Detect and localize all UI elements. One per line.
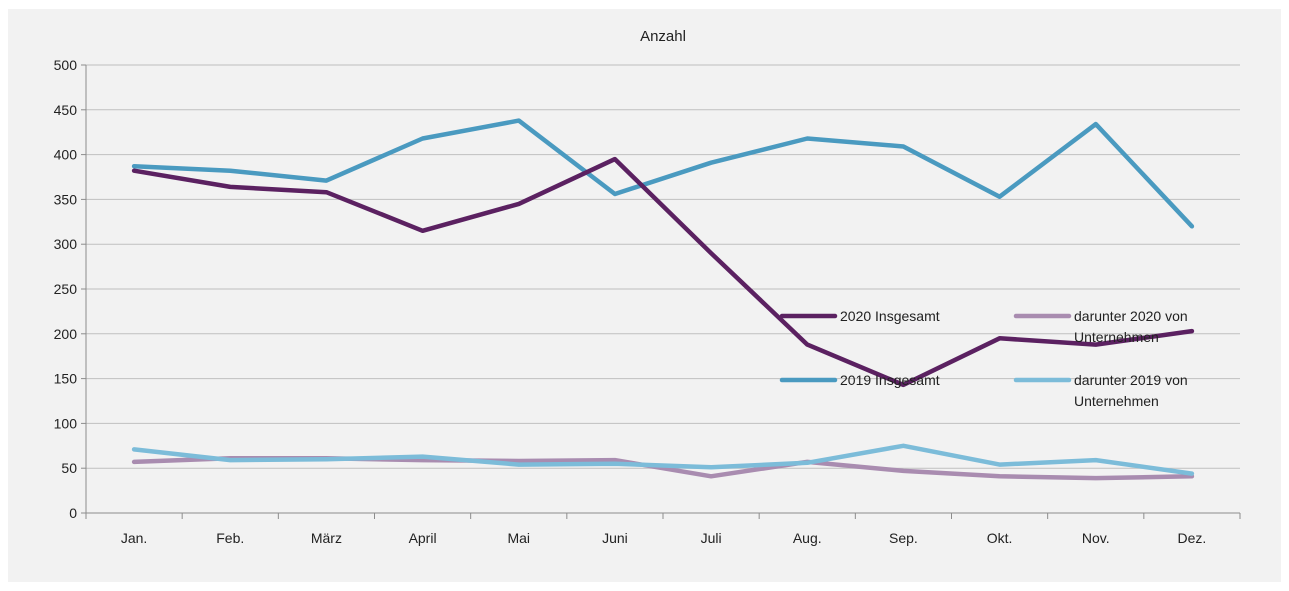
series-lines bbox=[131, 118, 1195, 481]
x-tick-label: Juli bbox=[701, 530, 722, 546]
y-tick-label: 450 bbox=[54, 102, 78, 118]
y-tick-label: 100 bbox=[54, 415, 78, 431]
y-tick-label: 300 bbox=[54, 236, 78, 252]
y-tick-label: 150 bbox=[54, 371, 78, 387]
legend-label: darunter 2020 von bbox=[1074, 308, 1188, 324]
x-tick-label: Nov. bbox=[1082, 530, 1110, 546]
legend-label: 2020 Insgesamt bbox=[840, 308, 940, 324]
legend-label-cont: Unternehmen bbox=[1074, 329, 1159, 345]
legend-label-cont: Unternehmen bbox=[1074, 393, 1159, 409]
chart-panel: Anzahl 0 50 100 150 200 250 300 350 400 450 500 Jan… bbox=[8, 9, 1281, 582]
x-tick-label: Aug. bbox=[793, 530, 822, 546]
y-tick-label: 250 bbox=[54, 281, 78, 297]
y-tick-label: 50 bbox=[61, 460, 77, 476]
x-tick-label: Feb. bbox=[216, 530, 244, 546]
gridlines bbox=[86, 64, 1240, 469]
x-tick-label: Sep. bbox=[889, 530, 918, 546]
y-tick-label: 500 bbox=[54, 57, 78, 73]
y-tick-label: 350 bbox=[54, 191, 78, 207]
y-tick-label: 0 bbox=[69, 505, 77, 521]
chart-title: Anzahl bbox=[640, 28, 686, 45]
legend-label: darunter 2019 von bbox=[1074, 372, 1188, 388]
x-tick-label: Juni bbox=[602, 530, 628, 546]
x-tick-label: Dez. bbox=[1178, 530, 1207, 546]
series-line-3 bbox=[131, 118, 1195, 229]
legend: 2020 Insgesamt darunter 2020 von Unternehm… bbox=[779, 308, 1188, 409]
legend-label: 2019 Insgesamt bbox=[840, 372, 940, 388]
y-tick-label: 200 bbox=[54, 326, 78, 342]
x-tick-label: Jan. bbox=[121, 530, 147, 546]
series-line-4 bbox=[131, 443, 1195, 476]
series-line-1 bbox=[131, 156, 1195, 388]
x-tick-label: März bbox=[311, 530, 342, 546]
x-tick-label: Mai bbox=[507, 530, 530, 546]
y-tick-label: 400 bbox=[54, 147, 78, 163]
axes: 0 50 100 150 200 250 300 350 400 450 500 Jan. Feb. Mä… bbox=[54, 57, 1241, 546]
x-tick-label: Okt. bbox=[987, 530, 1013, 546]
x-tick-label: April bbox=[409, 530, 437, 546]
line-chart: Anzahl 0 50 100 150 200 250 300 350 400 450 500 Jan… bbox=[54, 28, 1241, 546]
